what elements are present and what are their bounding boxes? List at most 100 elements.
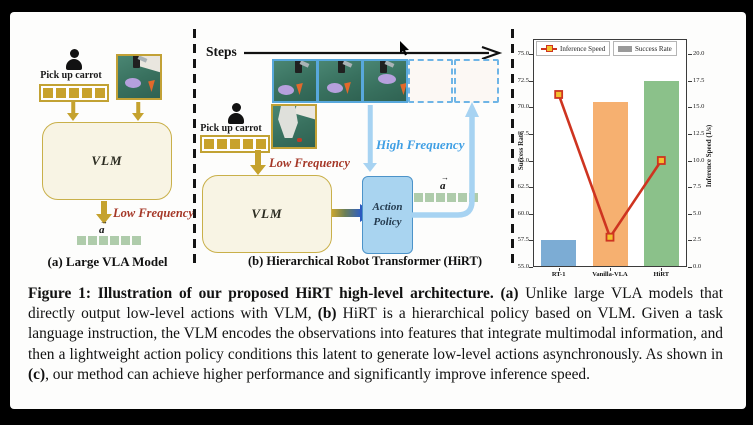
y-axis-right-tick-label: 15.0	[693, 103, 705, 111]
token-square	[243, 139, 253, 149]
down-arrow-icon	[131, 102, 145, 122]
token-square	[77, 236, 86, 245]
tick-mark	[529, 187, 533, 189]
y-axis-right-tick-label: 10.0	[693, 156, 705, 164]
figure-caption-title: Figure 1: Illustration of our proposed H…	[28, 285, 494, 302]
legend-label: Inference Speed	[560, 44, 606, 53]
action-policy-label: Action	[372, 201, 403, 213]
token-square	[217, 139, 227, 149]
token-square	[88, 236, 97, 245]
eggplant-object	[125, 78, 141, 88]
panel-a-caption: (a) Large VLA Model	[47, 254, 168, 269]
action-policy-box: Action Policy	[362, 176, 413, 254]
down-arrow-icon	[249, 150, 267, 176]
tick-mark	[610, 268, 611, 271]
figure-caption-text: Unlike large VLA models that directly ou…	[28, 285, 723, 323]
token-square	[230, 139, 240, 149]
vlm-box: VLM	[202, 175, 332, 253]
line-marker-swatch-icon	[541, 45, 557, 52]
tick-mark	[529, 213, 533, 215]
tick-mark	[688, 213, 692, 215]
y-axis-left-tick-label: 55.0	[517, 263, 529, 270]
y-axis-left-tick-label: 67.5	[517, 129, 529, 137]
steps-arrow	[244, 45, 503, 61]
figure-caption-ref-b: (b)	[317, 305, 337, 323]
tick-mark	[688, 80, 692, 82]
y-axis-right-tick-label: 20.0	[693, 50, 705, 57]
tick-mark	[529, 54, 533, 55]
future-observation-placeholder	[454, 59, 499, 103]
action-vector-label: a	[99, 217, 107, 236]
token-square	[458, 193, 467, 202]
y-axis-right-tick-label: 0.0	[693, 263, 702, 270]
y-axis-left-tick-label: 65.0	[517, 156, 529, 164]
token-square	[99, 236, 108, 245]
vlm-label: VLM	[251, 206, 283, 221]
observation-image	[272, 59, 318, 103]
token-square	[132, 236, 141, 245]
inference-speed-line	[554, 90, 666, 242]
vlm-box: VLM	[42, 122, 172, 200]
action-vector-label: a	[440, 173, 448, 192]
tick-mark	[688, 107, 692, 109]
line-marker	[554, 90, 564, 99]
wrist-camera-image	[271, 104, 317, 149]
future-observation-placeholder	[408, 59, 453, 103]
bar-RT-1	[541, 240, 577, 266]
action-tokens	[77, 236, 141, 245]
token-square	[121, 236, 130, 245]
token-square	[43, 88, 53, 98]
figure-caption-text	[494, 285, 501, 302]
tick-mark	[529, 267, 533, 268]
policy-to-future-arrow	[410, 102, 479, 218]
legend-item-inference-speed: Inference Speed	[536, 41, 611, 56]
figure-caption-text: , our method can achieve higher performa…	[45, 365, 590, 383]
line-marker	[656, 156, 666, 165]
bar-swatch-icon	[618, 45, 632, 52]
instruction-label: Pick up carrot	[40, 70, 102, 81]
tick-mark	[688, 187, 692, 189]
figure-caption-ref-c: (c)	[28, 365, 46, 383]
token-square	[447, 193, 456, 202]
x-tick-label: RT-1	[551, 271, 566, 278]
instruction-tokens	[200, 135, 270, 153]
y-axis-left-tick-label: 72.5	[517, 76, 529, 84]
gripper-icon	[133, 56, 140, 68]
tick-mark	[529, 240, 533, 242]
action-policy-label: Policy	[373, 216, 402, 228]
mouse-cursor-icon	[400, 41, 409, 56]
y-axis-left-tick-label: 60.0	[517, 209, 529, 217]
tick-mark	[688, 133, 692, 135]
y-axis-right-tick-label: 2.5	[693, 236, 702, 244]
legend-label: Success Rate	[635, 44, 672, 53]
y-axis-left-tick-label: 57.5	[517, 236, 529, 244]
token-square	[56, 88, 66, 98]
legend-item-success-rate: Success Rate	[613, 41, 677, 56]
token-square	[204, 139, 214, 149]
figure-caption-text: HiRT is a hierarchical policy based on V…	[28, 305, 723, 363]
tick-mark	[688, 267, 692, 268]
vlm-label: VLM	[91, 153, 123, 168]
observation-image	[362, 59, 408, 103]
robot-arm	[278, 106, 298, 138]
tick-mark	[688, 54, 692, 55]
tick-mark	[558, 268, 560, 271]
instruction-tokens	[39, 84, 109, 102]
token-square	[425, 193, 434, 202]
high-frequency-label: High Frequency	[376, 137, 465, 152]
figure-caption: Figure 1: Illustration of our proposed H…	[28, 284, 723, 385]
carrot-object	[148, 80, 155, 92]
low-frequency-label: Low Frequency	[269, 156, 350, 170]
token-square	[69, 88, 79, 98]
bar-HiRT	[643, 80, 679, 266]
x-tick-label: HiRT	[653, 271, 670, 278]
y-axis-right-tick-label: 5.0	[693, 209, 702, 217]
y-axis-left-tick-label: 75.0	[517, 50, 529, 57]
y-axis-left-tick-label: 70.0	[517, 103, 529, 111]
token-square	[414, 193, 423, 202]
tick-mark	[529, 133, 533, 135]
y-axis-left-tick-label: 62.5	[517, 183, 529, 191]
panel-b-caption: (b) Hierarchical Robot Transformer (HiRT…	[247, 254, 482, 268]
tick-mark	[688, 240, 692, 242]
